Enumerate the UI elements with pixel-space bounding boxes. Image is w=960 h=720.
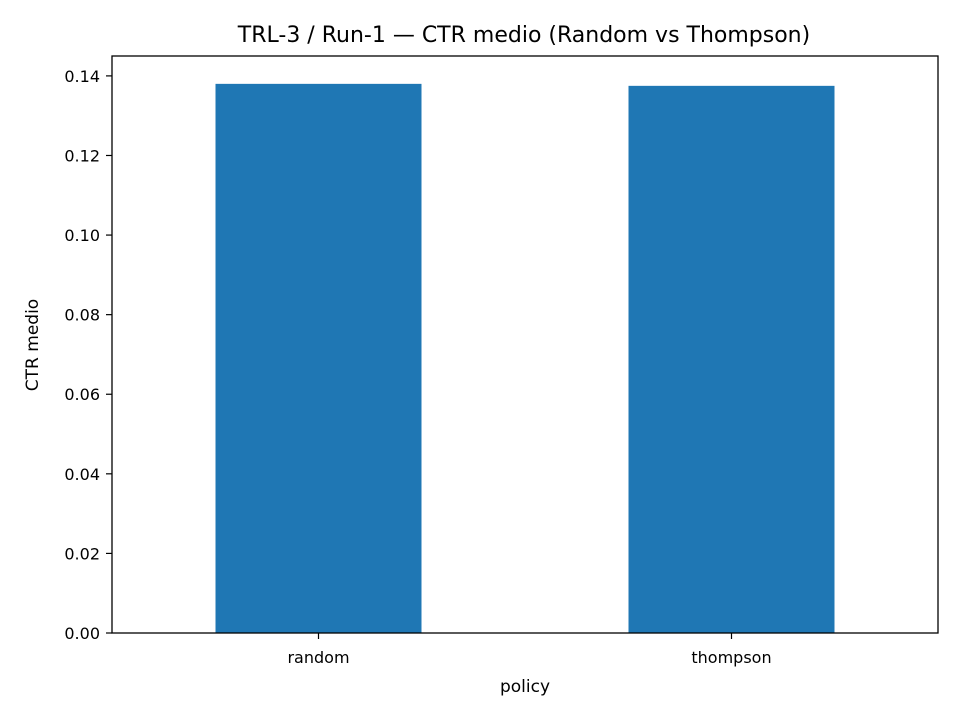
- chart-title: TRL-3 / Run-1 — CTR medio (Random vs Tho…: [237, 23, 810, 48]
- y-tick-label: 0.06: [64, 385, 100, 404]
- y-tick-label: 0.00: [64, 624, 100, 643]
- bar-random: [215, 83, 422, 634]
- y-tick-label: 0.12: [64, 146, 100, 165]
- y-axis-label: CTR medio: [23, 299, 43, 391]
- y-tick-label: 0.10: [64, 226, 100, 245]
- bars-layer: [215, 83, 835, 634]
- x-tick-label: thompson: [691, 648, 771, 667]
- y-tick-label: 0.04: [64, 465, 100, 484]
- bar-thompson: [628, 85, 835, 633]
- x-axis-label: policy: [500, 677, 550, 697]
- y-tick-label: 0.02: [64, 544, 100, 563]
- y-tick-label: 0.08: [64, 306, 100, 325]
- x-tick-label: random: [287, 648, 349, 667]
- plot-frame: [111, 55, 939, 634]
- ticks-layer: random thompson 0.00 0.02 0.04 0.06 0.08 0.10 0.…: [64, 67, 771, 667]
- y-tick-label: 0.14: [64, 67, 100, 86]
